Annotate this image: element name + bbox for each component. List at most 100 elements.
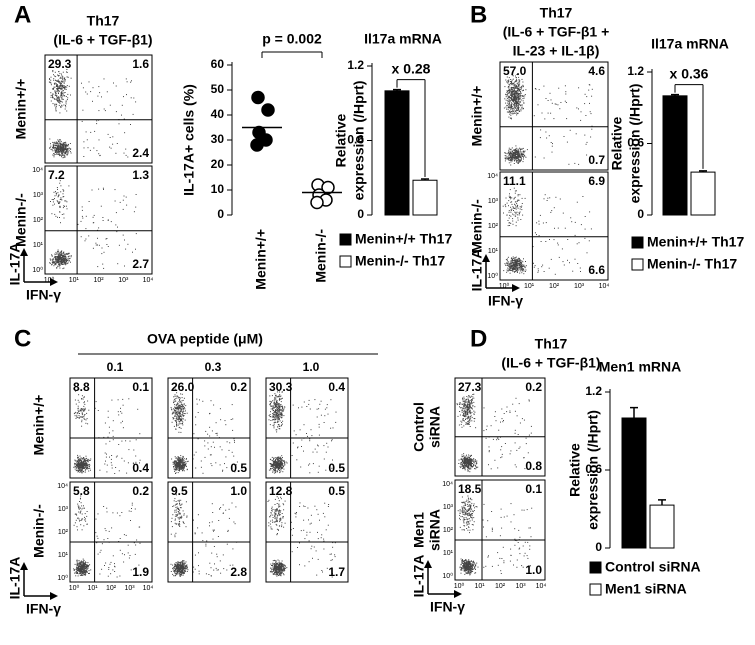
quadrant-value: 5.8	[73, 484, 90, 498]
dot-cloud	[503, 72, 593, 166]
dot-cloud	[267, 496, 336, 578]
annotation: x 0.28	[392, 60, 431, 76]
dot-cloud	[49, 180, 137, 270]
y-tick-label: 1.2	[347, 58, 364, 72]
quadrant-value: 29.3	[48, 57, 72, 71]
panel-title: (IL-6 + TGF-β1)	[53, 32, 152, 48]
quadrant-value: 2.8	[230, 565, 247, 579]
y-tick-label: 50	[211, 82, 225, 96]
axis-label: IL-17A	[7, 243, 23, 286]
arrow-head	[50, 592, 58, 600]
y-tick-label: 0.6	[627, 136, 644, 150]
bar	[690, 171, 716, 216]
flow-tick-label: 10¹	[58, 552, 69, 559]
flow-tick-label: 10¹	[69, 277, 80, 284]
y-tick-label: 40	[211, 107, 225, 121]
flow-tick-label: 10²	[58, 529, 69, 536]
dot-cloud	[268, 391, 337, 474]
y-axis-label: expression (/Hprt)	[627, 84, 643, 204]
chart-title: Men1 mRNA	[599, 359, 681, 375]
dot-cloud	[73, 495, 141, 578]
flow-tick-label: 10⁰	[499, 282, 510, 290]
quadrant-value: 6.6	[588, 263, 605, 277]
bar	[621, 417, 647, 549]
chart-title: Il17a mRNA	[651, 36, 729, 52]
row-label: Menin-/-	[13, 193, 29, 247]
flow-tick-label: 10²	[33, 217, 44, 224]
arrow-head	[20, 562, 28, 570]
quadrant-value: 0.5	[328, 484, 345, 498]
quadrant-value: 11.1	[503, 174, 526, 188]
panel-label: C	[14, 325, 31, 352]
panel-title: Th17	[535, 336, 568, 352]
quadrant-value: 2.7	[132, 257, 149, 271]
flow-frame	[167, 481, 251, 583]
flow-tick-label: 10¹	[443, 550, 454, 557]
legend-swatch	[589, 561, 602, 574]
flow-tick-label: 10⁰	[487, 272, 498, 280]
y-axis-label: IL-17A+ cells (%)	[181, 84, 197, 196]
quadrant-value: 12.8	[269, 484, 293, 498]
axis-label: IFN-γ	[26, 287, 61, 303]
flow-frame	[499, 61, 609, 171]
quadrant-value: 1.0	[525, 563, 542, 577]
flow-tick-label: 10¹	[87, 585, 98, 592]
legend-label: Control siRNA	[605, 559, 701, 575]
bar	[662, 95, 688, 216]
arrow-head	[20, 248, 28, 256]
quadrant-value: 57.0	[503, 64, 527, 78]
arrow-head	[482, 254, 490, 262]
row-label: Control	[411, 402, 427, 452]
flow-frame	[265, 377, 349, 479]
quadrant-value: 0.4	[328, 380, 345, 394]
flow-tick-label: 10⁰	[32, 266, 43, 274]
quadrant-value: 1.7	[328, 565, 345, 579]
flow-tick-label: 10⁰	[454, 582, 465, 590]
y-tick-label: 0	[595, 540, 602, 554]
flow-tick-label: 10³	[443, 504, 454, 511]
flow-tick-label: 10²	[488, 223, 499, 230]
data-point	[250, 138, 264, 152]
y-tick-label: 0.6	[585, 462, 602, 476]
row-label: Menin-/-	[31, 504, 47, 558]
flow-tick-label: 10³	[488, 198, 499, 205]
flow-tick-label: 10⁰	[69, 584, 80, 592]
column-label: 0.1	[107, 360, 124, 374]
flow-tick-label: 10³	[574, 283, 585, 290]
panel-label: D	[470, 325, 487, 352]
quadrant-value: 1.3	[132, 168, 149, 182]
y-axis-label: Relative	[609, 116, 625, 170]
y-axis-label: Relative	[333, 113, 349, 167]
quadrant-value: 0.2	[230, 380, 247, 394]
y-tick-label: 0.6	[347, 133, 364, 147]
data-point	[310, 195, 324, 210]
y-tick-label: 1.2	[627, 64, 644, 78]
flow-tick-label: 10¹	[474, 583, 485, 590]
error-bar	[671, 93, 679, 96]
x-tick-label: Menin+/+	[253, 229, 269, 290]
y-tick-label: 0	[637, 207, 644, 221]
quadrant-value: 7.2	[48, 168, 65, 182]
flow-tick-label: 10²	[495, 583, 506, 590]
flow-tick-label: 10³	[58, 506, 69, 513]
flow-frame	[454, 377, 546, 477]
axis-label: IFN-γ	[26, 601, 61, 617]
quadrant-value: 0.7	[588, 153, 605, 167]
axis-label: IL-17A	[469, 249, 485, 292]
quadrant-value: 2.4	[132, 146, 149, 160]
row-label: siRNA	[427, 509, 443, 551]
panel-title: IL-23 + IL-1β)	[513, 43, 600, 59]
axis-label: IL-17A	[411, 555, 427, 598]
flow-tick-label: 10²	[549, 283, 560, 290]
axis-label: IL-17A	[7, 557, 23, 600]
quadrant-value: 30.3	[269, 380, 293, 394]
arrow-head	[50, 278, 58, 286]
flow-tick-label: 10⁴	[143, 585, 154, 592]
quadrant-value: 4.6	[588, 64, 605, 78]
flow-tick-label: 10²	[443, 527, 454, 534]
y-tick-label: 1.2	[585, 384, 602, 398]
legend-label: Menin+/+ Th17	[647, 234, 744, 250]
quadrant-value: 0.8	[525, 459, 542, 473]
quadrant-value: 8.8	[73, 380, 90, 394]
